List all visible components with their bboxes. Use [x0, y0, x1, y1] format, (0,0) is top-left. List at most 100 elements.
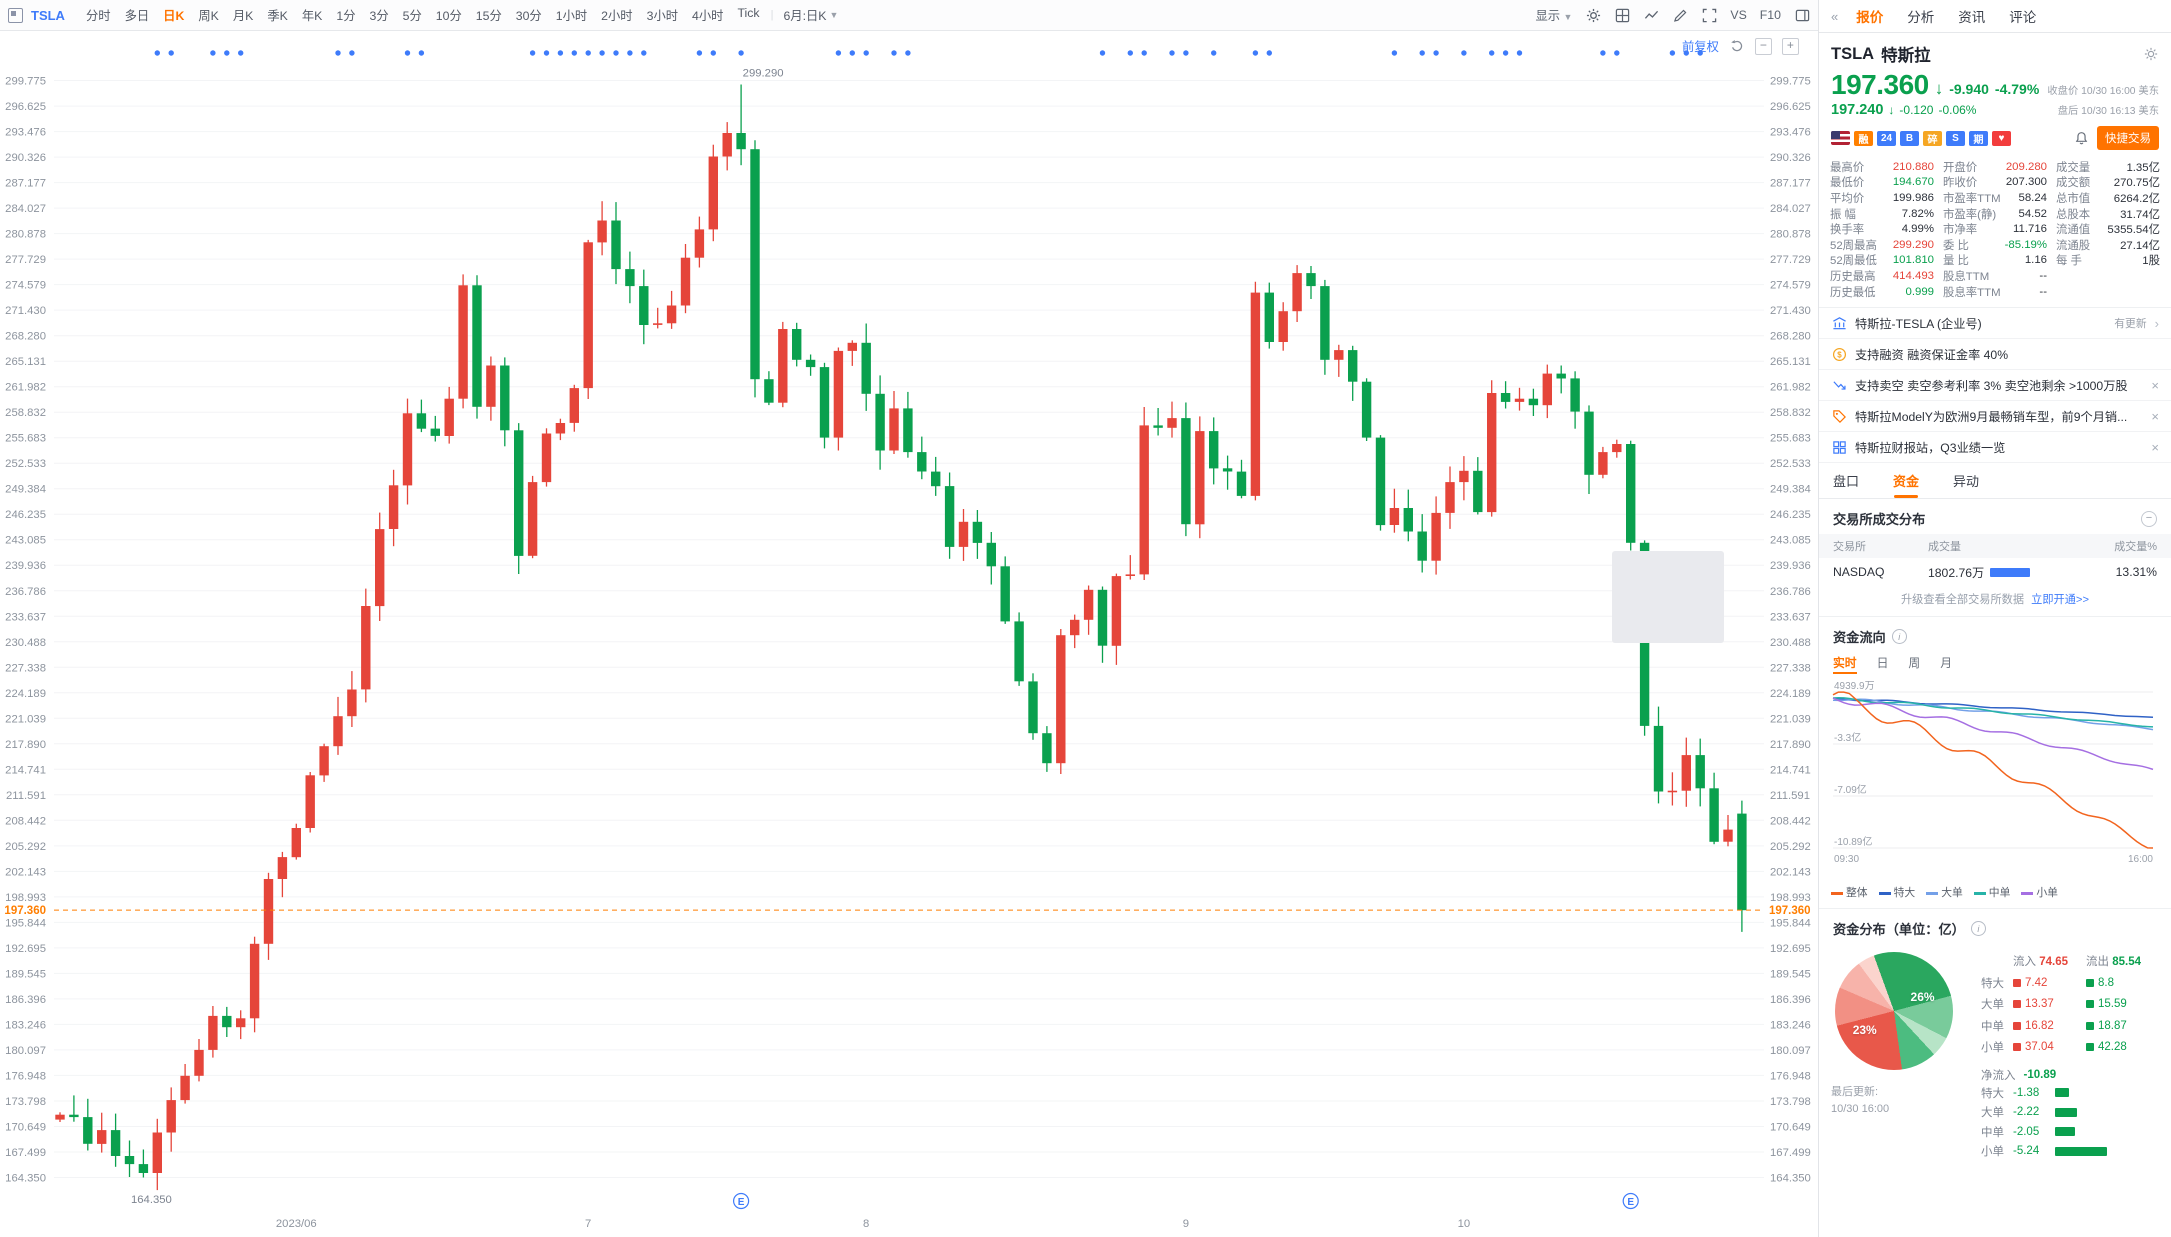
fullscreen-icon[interactable]: [1701, 7, 1717, 23]
display-menu[interactable]: 显示 ▼: [1535, 9, 1573, 23]
flow-tab-日[interactable]: 日: [1876, 656, 1889, 671]
svg-text:-3.3亿: -3.3亿: [1834, 731, 1861, 744]
period-3分[interactable]: 3分: [369, 9, 389, 23]
close-icon[interactable]: ×: [2151, 377, 2159, 393]
building-icon: [1831, 315, 1847, 331]
news-row[interactable]: 特斯拉ModelY为欧洲9月最畅销车型，前9个月销... ×: [1819, 401, 2171, 433]
quote-field: 市盈率(静) 54.52: [1943, 207, 2047, 221]
panel-tab-评论[interactable]: 评论: [2009, 10, 2037, 25]
earnings-marker-icon: [1622, 1192, 1639, 1210]
layout-icon[interactable]: [1614, 7, 1630, 23]
period-多日[interactable]: 多日: [124, 9, 150, 23]
symbol-tab[interactable]: TSLA: [31, 7, 65, 23]
zoom-out-button[interactable]: −: [1754, 37, 1772, 55]
quote-field: 换手率 4.99%: [1830, 223, 1934, 237]
quote-field: 52周最低 101.810: [1830, 254, 1934, 268]
panel-tab-分析[interactable]: 分析: [1907, 10, 1935, 25]
period-2小时[interactable]: 2小时: [601, 9, 633, 23]
svg-text:299.775: 299.775: [5, 76, 46, 88]
period-周K[interactable]: 周K: [198, 9, 219, 23]
pie-label-outflow: 26%: [1910, 990, 1935, 1005]
after-hours-change-pct: -0.06%: [1938, 103, 1977, 117]
candlestick-chart-region[interactable]: 299.775 299.775 296.625 296.625 293.476 293.4…: [0, 31, 1818, 1237]
vs-button[interactable]: VS: [1730, 8, 1747, 22]
inflow-outflow-header: 流入 74.65 流出 85.54: [2013, 956, 2141, 969]
svg-text:230.488: 230.488: [1770, 637, 1811, 649]
flow-tab-实时[interactable]: 实时: [1833, 654, 1857, 675]
quote-panel: « 报价 分析 资讯 评论 TSLA 特斯拉 197.360 ↓ -9.940 -4.…: [1818, 0, 2171, 1237]
panel-gear-icon[interactable]: [2143, 46, 2159, 62]
svg-text:293.476: 293.476: [5, 127, 46, 139]
quote-field: 历史最低 0.999: [1830, 285, 1934, 299]
period-日K[interactable]: 日K: [163, 9, 185, 23]
news-row[interactable]: 特斯拉-TESLA (企业号) 有更新 ›: [1819, 308, 2171, 340]
flow-tab-月[interactable]: 月: [1940, 656, 1953, 671]
svg-text:186.396: 186.396: [5, 994, 46, 1006]
subtab-异动[interactable]: 异动: [1953, 474, 1980, 490]
exchange-row: NASDAQ 1802.76万 13.31%: [1819, 558, 2171, 586]
period-30分[interactable]: 30分: [515, 9, 542, 23]
subtab-盘口[interactable]: 盘口: [1833, 474, 1860, 490]
svg-text:249.384: 249.384: [5, 484, 46, 496]
news-row[interactable]: 特斯拉财报站，Q3业绩一览 ×: [1819, 432, 2171, 464]
zoom-in-button[interactable]: +: [1781, 37, 1799, 55]
svg-text:198.993: 198.993: [5, 892, 46, 904]
news-right-label: 有更新: [2114, 318, 2147, 331]
period-15分[interactable]: 15分: [475, 9, 502, 23]
period-5分[interactable]: 5分: [402, 9, 422, 23]
news-row[interactable]: 支持卖空 卖空参考利率 3% 卖空池剩余 >1000万股 ×: [1819, 370, 2171, 402]
news-row[interactable]: $ 支持融资 融资保证金率 40%: [1819, 339, 2171, 371]
undo-icon[interactable]: [1729, 38, 1745, 54]
collapse-section-icon[interactable]: −: [2141, 510, 2157, 527]
upgrade-text: 升级查看全部交易所数据: [1900, 594, 2025, 607]
svg-text:280.878: 280.878: [1770, 229, 1811, 241]
f10-button[interactable]: F10: [1759, 8, 1781, 22]
svg-text:233.637: 233.637: [1770, 611, 1811, 623]
legend-item: 小单: [2021, 884, 2058, 900]
gear-icon[interactable]: [1585, 7, 1601, 23]
close-icon[interactable]: ×: [2151, 439, 2159, 455]
panel-tab-报价[interactable]: 报价: [1856, 10, 1884, 25]
quick-trade-button[interactable]: 快捷交易: [2097, 126, 2159, 150]
period-分时[interactable]: 分时: [85, 9, 111, 23]
period-1分[interactable]: 1分: [336, 9, 356, 23]
period-1小时[interactable]: 1小时: [555, 9, 588, 23]
app-window-icon[interactable]: [8, 7, 23, 23]
svg-text:217.890: 217.890: [1770, 739, 1811, 751]
candlestick-chart[interactable]: 299.775 299.775 296.625 296.625 293.476 293.4…: [0, 31, 1818, 1237]
period-季K[interactable]: 季K: [267, 9, 288, 23]
svg-text:195.844: 195.844: [1770, 917, 1811, 929]
subtab-资金[interactable]: 资金: [1893, 463, 1919, 498]
svg-text:197.360: 197.360: [1769, 905, 1811, 917]
side-panel-icon[interactable]: [1794, 7, 1810, 23]
range-selector[interactable]: 6月:日K ▼: [783, 9, 839, 23]
svg-text:186.396: 186.396: [1770, 994, 1811, 1006]
flow-tab-周[interactable]: 周: [1908, 656, 1921, 671]
period-Tick[interactable]: Tick: [737, 6, 760, 20]
exchange-col-header: 成交量: [1928, 541, 1961, 554]
svg-text:164.350: 164.350: [131, 1194, 172, 1206]
period-年K[interactable]: 年K: [301, 9, 323, 23]
period-月K[interactable]: 月K: [232, 9, 254, 23]
capital-flow-section: 资金流向 i 实时 日 周 月 4939.9万 -3.3亿 -7.09亿 -10.89亿 09…: [1819, 617, 2171, 910]
collapse-panel-icon[interactable]: «: [1831, 8, 1839, 24]
close-icon[interactable]: ×: [2151, 408, 2159, 424]
adjust-mode-button[interactable]: 前复权: [1682, 40, 1719, 54]
period-10分[interactable]: 10分: [435, 9, 462, 23]
panel-tab-资讯[interactable]: 资讯: [1958, 10, 1986, 25]
draw-pencil-icon[interactable]: [1672, 7, 1688, 23]
svg-text:192.695: 192.695: [1770, 943, 1811, 955]
info-icon[interactable]: i: [1891, 629, 1907, 645]
info-icon[interactable]: i: [1970, 921, 1986, 937]
period-3小时[interactable]: 3小时: [646, 9, 679, 23]
chart-type-icon[interactable]: [1643, 7, 1659, 23]
svg-text:8: 8: [863, 1218, 869, 1230]
upgrade-link[interactable]: 立即开通>>: [2031, 594, 2089, 607]
quote-grid-column: 成交量 1.35亿 成交额 270.75亿 总市值 6264.2亿 总股本 31.74亿 流通值…: [2056, 159, 2160, 299]
legend-item: 整体: [1831, 884, 1868, 900]
inflow-outflow-row: 大单 13.37 15.59: [1981, 998, 2127, 1012]
quote-field: 股息率TTM --: [1943, 285, 2047, 299]
bell-icon[interactable]: [2073, 130, 2089, 146]
inflow-total: 74.65: [2039, 956, 2068, 969]
period-4小时[interactable]: 4小时: [692, 9, 724, 23]
